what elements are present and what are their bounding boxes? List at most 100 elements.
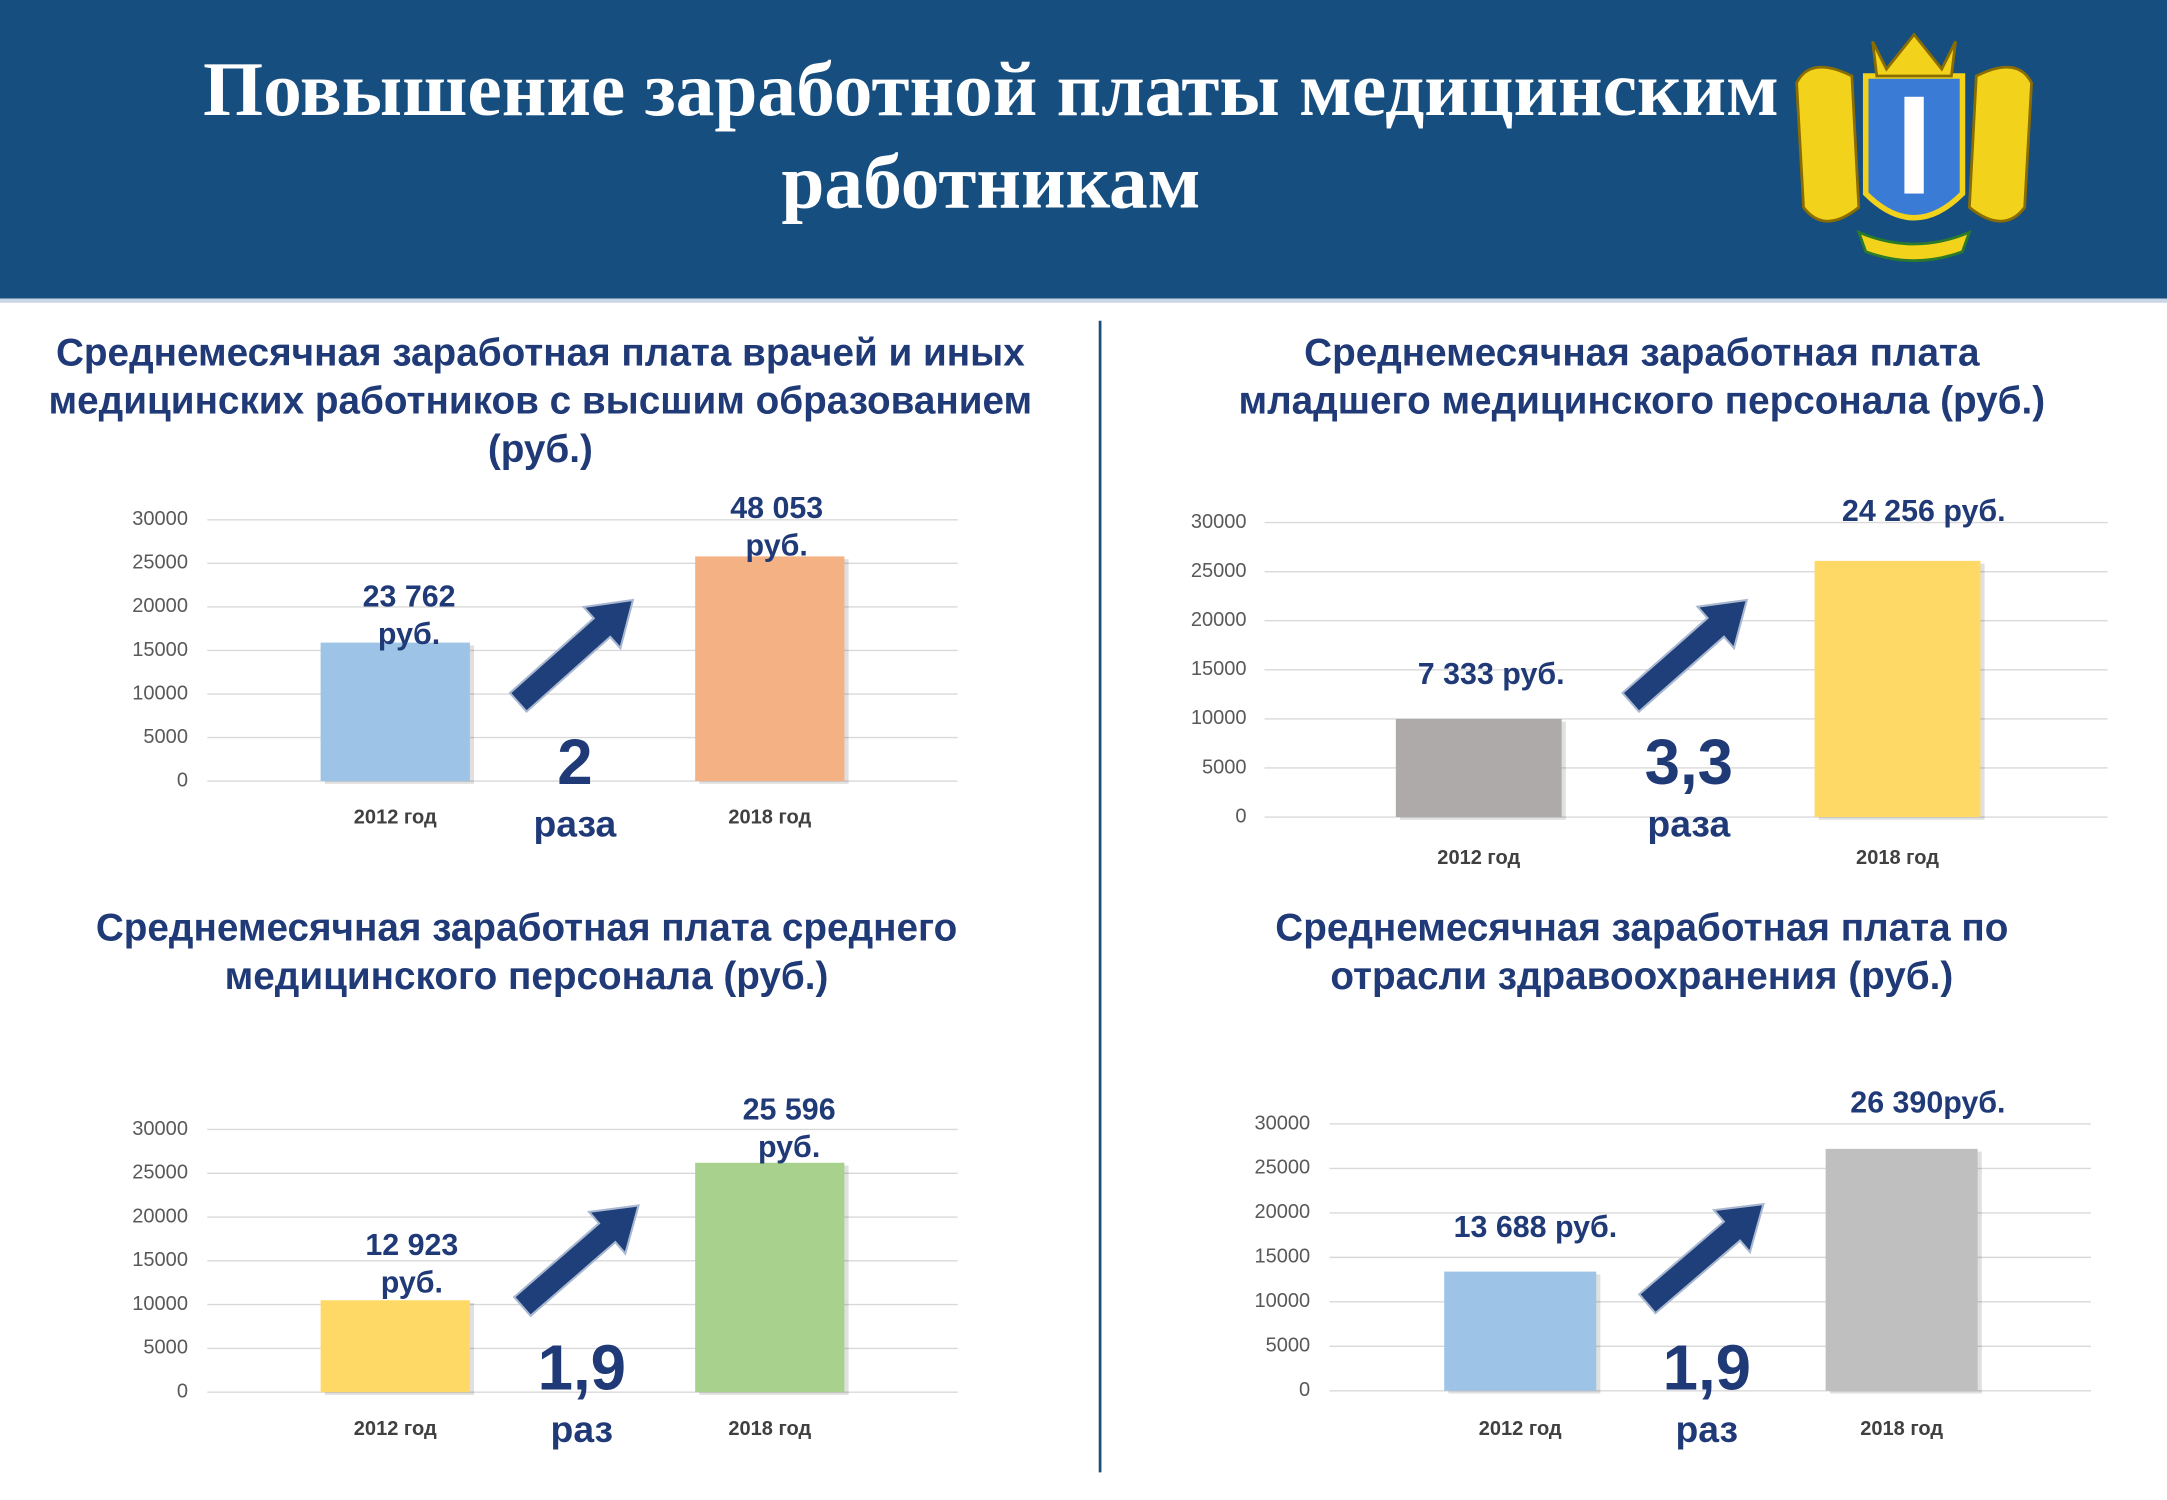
chart-title: Среднемесячная заработная плата по отрасл… — [1275, 907, 2008, 998]
text-line: медицинских работников с высшим образова… — [49, 380, 1033, 423]
arrow — [1637, 1202, 1765, 1315]
y-tick-label: 20000 — [1191, 609, 1247, 631]
chart-title: Среднемесячная заработная плата врачей и… — [49, 332, 1033, 472]
x-tick-label: 2018 год — [728, 807, 811, 829]
chart-title: Среднемесячная заработная плата младшего … — [1238, 332, 2045, 423]
y-tick-label: 10000 — [1191, 707, 1247, 729]
multiplier: 2 — [557, 727, 592, 798]
multiplier: 1,9 — [1663, 1333, 1751, 1404]
bar-annotation: 7 333 руб. — [1418, 657, 1565, 691]
bar — [1814, 560, 1981, 818]
y-tick-label: 20000 — [132, 1205, 188, 1227]
x-tick-label: 2012 год — [354, 807, 437, 829]
y-tick-label: 0 — [1299, 1379, 1310, 1401]
y-tick-label: 10000 — [132, 1293, 188, 1315]
y-tick-label: 25000 — [132, 552, 188, 574]
y-tick-label: 20000 — [132, 595, 188, 617]
text-line: руб. — [746, 528, 808, 562]
y-tick-label: 30000 — [132, 1118, 188, 1140]
bar — [320, 642, 470, 782]
multiplier-unit: раз — [551, 1408, 614, 1450]
text-line: отрасли здравоохранения (руб.) — [1330, 955, 1953, 998]
bar — [1444, 1271, 1597, 1391]
bar — [695, 1162, 845, 1393]
y-tick-label: 0 — [177, 769, 188, 791]
text-line: Среднемесячная заработная плата — [1304, 332, 1980, 375]
chart: Среднемесячная заработная плата врачей и… — [49, 332, 1033, 845]
x-tick-label: 2012 год — [1479, 1418, 1562, 1440]
bar — [695, 556, 845, 782]
y-tick-label: 5000 — [143, 1337, 188, 1359]
y-tick-label: 30000 — [132, 508, 188, 530]
multiplier-unit: раза — [534, 803, 617, 845]
x-tick-label: 2012 год — [354, 1418, 437, 1440]
chart: Среднемесячная заработная плата по отрасл… — [1254, 907, 2091, 1450]
text-line: 13 688 руб. — [1454, 1210, 1618, 1244]
bar — [1395, 718, 1562, 818]
text-line: Среднемесячная заработная плата врачей и… — [56, 332, 1025, 375]
bar-annotation: 13 688 руб. — [1454, 1210, 1618, 1244]
x-tick-label: 2018 год — [728, 1418, 811, 1440]
text-line: 7 333 руб. — [1418, 657, 1565, 691]
text-line: 26 390руб. — [1850, 1086, 2005, 1120]
text-line: 24 256 руб. — [1842, 494, 2006, 528]
x-tick-label: 2012 год — [1437, 847, 1520, 869]
y-tick-label: 25000 — [132, 1162, 188, 1184]
text-line: руб. — [381, 1265, 443, 1299]
multiplier: 1,9 — [538, 1333, 626, 1404]
x-tick-label: 2018 год — [1860, 1418, 1943, 1440]
y-tick-label: 30000 — [1254, 1112, 1310, 1134]
y-tick-label: 15000 — [1254, 1246, 1310, 1268]
coat-of-arms — [1795, 32, 2033, 262]
y-tick-label: 15000 — [132, 639, 188, 661]
text-line: Среднемесячная заработная плата по — [1275, 907, 2008, 950]
text-line: 23 762 — [363, 580, 456, 614]
chart-title: Среднемесячная заработная плата среднего… — [96, 907, 957, 998]
bar-annotation: 12 923 руб. — [365, 1228, 458, 1299]
arrow — [508, 598, 635, 714]
text-line: 25 596 — [743, 1093, 836, 1127]
text-line: (руб.) — [488, 428, 593, 471]
y-tick-label: 20000 — [1254, 1201, 1310, 1223]
y-tick-label: 15000 — [132, 1249, 188, 1271]
bar-annotation: 24 256 руб. — [1842, 494, 2006, 528]
y-tick-label: 5000 — [1266, 1335, 1311, 1357]
y-tick-label: 0 — [177, 1380, 188, 1402]
bar — [1825, 1148, 1978, 1391]
header-border — [0, 298, 2167, 303]
y-tick-label: 0 — [1235, 805, 1246, 827]
chart: Среднемесячная заработная плата среднего… — [96, 907, 958, 1450]
bar — [320, 1300, 470, 1393]
text-line: медицинского персонала (руб.) — [225, 955, 829, 998]
multiplier: 3,3 — [1645, 727, 1733, 798]
y-tick-label: 10000 — [132, 682, 188, 704]
text-line: Среднемесячная заработная плата среднего — [96, 907, 957, 950]
bar-annotation: 48 053 руб. — [730, 491, 823, 562]
arrow — [512, 1204, 640, 1318]
text-line: младшего медицинского персонала (руб.) — [1238, 380, 2045, 423]
bar-annotation: 25 596 руб. — [743, 1093, 836, 1164]
text-line: руб. — [758, 1130, 820, 1164]
text-line: 12 923 — [365, 1228, 458, 1262]
multiplier-unit: раза — [1647, 803, 1730, 845]
slide-title: Повышение заработной платы медицинским ра… — [203, 46, 1779, 225]
text-line: руб. — [378, 617, 440, 651]
text-line: работникам — [781, 138, 1200, 224]
multiplier-unit: раз — [1676, 1408, 1739, 1450]
y-tick-label: 5000 — [1202, 756, 1247, 778]
bar-annotation: 26 390руб. — [1850, 1086, 2005, 1120]
y-tick-label: 15000 — [1191, 658, 1247, 680]
y-tick-label: 5000 — [143, 726, 188, 748]
y-tick-label: 25000 — [1254, 1157, 1310, 1179]
text-line: Повышение заработной платы медицинским — [203, 46, 1779, 132]
arrow — [1621, 598, 1749, 714]
y-tick-label: 25000 — [1191, 560, 1247, 582]
chart: Среднемесячная заработная плата младшего … — [1191, 332, 2108, 869]
text-line: 48 053 — [730, 491, 823, 525]
y-tick-label: 10000 — [1254, 1290, 1310, 1312]
x-tick-label: 2018 год — [1856, 847, 1939, 869]
y-tick-label: 30000 — [1191, 511, 1247, 533]
bar-annotation: 23 762 руб. — [363, 580, 456, 651]
